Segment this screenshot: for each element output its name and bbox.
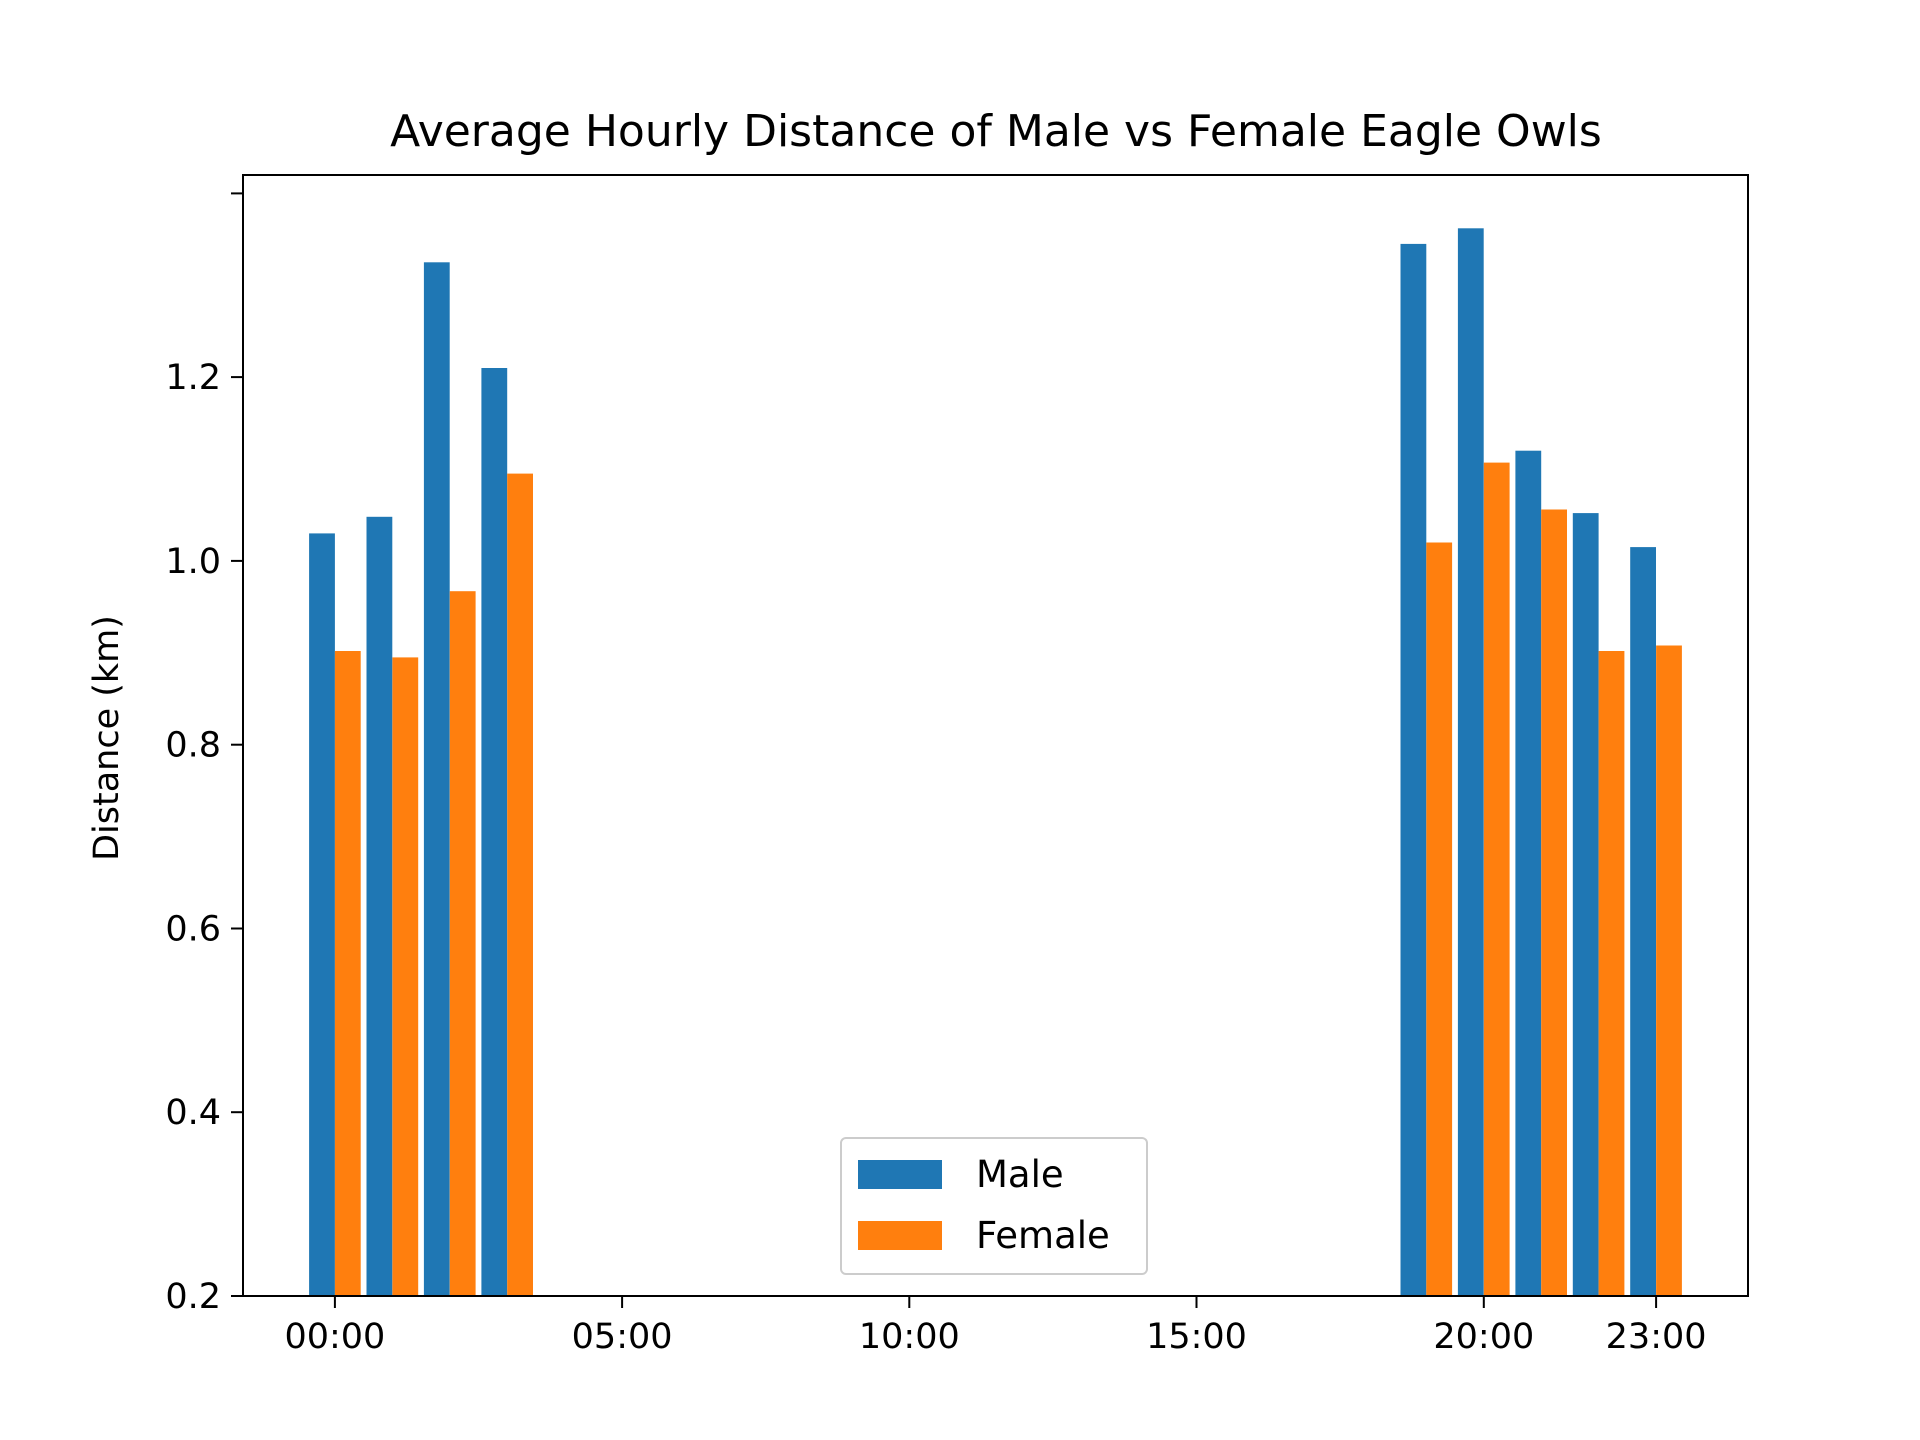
bar-male-2 (423, 262, 450, 1296)
bar-female-2 (449, 591, 476, 1296)
x-tick-label: 23:00 (1606, 1317, 1707, 1357)
y-tick-label: 0.2 (165, 1277, 221, 1317)
x-tick-label: 05:00 (572, 1317, 673, 1357)
y-axis-label: Distance (km) (87, 615, 127, 861)
bar-male-22 (1572, 513, 1599, 1296)
legend-label-male: Male (976, 1153, 1064, 1196)
bar-male-3 (481, 368, 508, 1296)
x-tick-label: 00:00 (284, 1317, 385, 1357)
legend-swatch-female (858, 1221, 942, 1250)
bar-male-23 (1630, 547, 1656, 1296)
bar-female-3 (507, 473, 533, 1297)
bar-female-0 (334, 651, 361, 1296)
y-tick-label: 0.6 (165, 910, 221, 950)
plot-frame (242, 174, 1749, 1297)
x-tick-label: 15:00 (1146, 1317, 1247, 1357)
bar-male-1 (366, 516, 393, 1296)
y-tick-label: 1.2 (165, 358, 221, 398)
bars-layer (309, 228, 1682, 1297)
bar-male-21 (1515, 450, 1542, 1296)
bar-female-20 (1483, 462, 1510, 1297)
bar-male-19 (1400, 243, 1427, 1296)
y-tick-label: 1.0 (165, 542, 221, 582)
bar-female-23 (1656, 645, 1682, 1296)
bar-female-22 (1598, 651, 1625, 1296)
bar-female-19 (1426, 542, 1453, 1296)
x-tick-label: 20:00 (1433, 1317, 1534, 1357)
bar-female-21 (1541, 509, 1567, 1296)
y-ticks: 0.2 0.4 0.6 0.8 1.0 1.2 (165, 192, 243, 1317)
y-tick-label: 0.8 (165, 726, 221, 766)
legend-label-female: Female (976, 1214, 1110, 1257)
legend-swatch-male (858, 1160, 942, 1189)
y-tick-label: 0.4 (165, 1093, 221, 1133)
chart-title: Average Hourly Distance of Male vs Femal… (390, 106, 1602, 157)
x-tick-label: 10:00 (859, 1317, 960, 1357)
legend: Male Female (840, 1137, 1148, 1275)
x-ticks: 00:00 05:00 10:00 15:00 20:00 23:00 (284, 1296, 1707, 1357)
bar-male-20 (1457, 228, 1484, 1296)
bar-male-0 (309, 533, 335, 1296)
bar-female-1 (392, 657, 419, 1296)
